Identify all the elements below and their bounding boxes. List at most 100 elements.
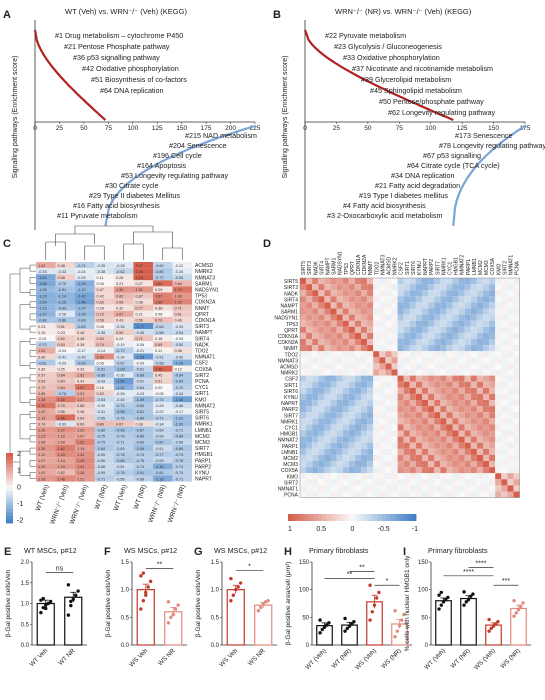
correlation-cell	[483, 296, 490, 303]
correlation-cell	[501, 424, 508, 431]
correlation-cell	[318, 485, 325, 492]
heatmap-cell	[114, 262, 134, 269]
correlation-cell	[330, 332, 337, 339]
correlation-cell	[501, 461, 508, 468]
data-point	[491, 624, 496, 628]
correlation-cell	[324, 448, 331, 455]
gene-label: NAPRT	[195, 477, 212, 483]
correlation-cell	[300, 436, 307, 443]
data-point	[73, 593, 78, 597]
correlation-cell	[507, 412, 514, 419]
data-point	[347, 624, 352, 628]
heatmap-value: 0.38	[136, 422, 143, 426]
correlation-cell	[409, 418, 416, 425]
heatmap-value: -0.81	[38, 361, 47, 365]
row-gene-label: SARM1	[281, 310, 298, 316]
correlation-cell	[428, 357, 435, 364]
heatmap-value: 1.20	[77, 429, 84, 433]
correlation-cell	[354, 430, 361, 437]
correlation-cell	[446, 296, 453, 303]
correlation-cell	[501, 436, 508, 443]
correlation-cell	[403, 326, 410, 333]
correlation-cell	[306, 345, 313, 352]
correlation-cell	[330, 302, 337, 309]
pathway-label-upregulated: #50 Pentose/phosphate pathway	[379, 97, 484, 106]
column-label: WRN⁻/⁻ (Veh)	[49, 484, 70, 525]
correlation-cell	[367, 302, 374, 309]
correlation-cell	[428, 473, 435, 480]
correlation-cell	[397, 424, 404, 431]
correlation-cell	[361, 369, 368, 376]
data-point	[512, 599, 516, 603]
heatmap-cell	[36, 451, 56, 458]
column-gene-label: CYC1	[448, 261, 454, 275]
heatmap-value: -0.88	[38, 319, 47, 323]
correlation-cell	[422, 448, 429, 455]
heatmap-value: -0.84	[175, 380, 184, 384]
gene-label: CYC1	[195, 385, 209, 391]
correlation-cell	[385, 339, 392, 346]
correlation-cell	[306, 381, 313, 388]
correlation-cell	[379, 467, 386, 474]
correlation-cell	[458, 400, 465, 407]
correlation-cell	[483, 278, 490, 285]
heatmap-cell	[114, 286, 134, 293]
correlation-cell	[330, 430, 337, 437]
correlation-cell	[367, 406, 374, 413]
correlation-cell	[342, 387, 349, 394]
heatmap-value: -0.26	[116, 392, 125, 396]
correlation-cell	[495, 473, 502, 480]
heatmap-cell	[172, 280, 192, 287]
correlation-cell	[440, 387, 447, 394]
correlation-cell	[507, 485, 514, 492]
correlation-cell	[501, 314, 508, 321]
heatmap-value: -0.51	[116, 465, 125, 469]
correlation-cell	[470, 467, 477, 474]
correlation-cell	[440, 357, 447, 364]
dendrogram-branch	[162, 247, 183, 260]
heatmap-cell	[75, 414, 95, 421]
correlation-cell	[348, 339, 355, 346]
correlation-cell	[300, 296, 307, 303]
correlation-cell	[348, 461, 355, 468]
correlation-cell	[330, 387, 337, 394]
heatmap-value: -0.51	[136, 380, 145, 384]
correlation-cell	[483, 436, 490, 443]
heatmap-cell	[172, 292, 192, 299]
heatmap-value: -0.72	[116, 349, 125, 353]
correlation-cell	[306, 332, 313, 339]
heatmap-value: -0.04	[175, 337, 184, 341]
heatmap-cell	[36, 365, 56, 372]
correlation-cell	[428, 412, 435, 419]
heatmap-value: -0.89	[136, 416, 145, 420]
row-gene-label: TP53	[286, 322, 298, 328]
correlation-cell	[476, 369, 483, 376]
correlation-cell	[428, 418, 435, 425]
correlation-cell	[476, 485, 483, 492]
correlation-cell	[336, 308, 343, 315]
heatmap-cell	[172, 420, 192, 427]
correlation-cell	[336, 387, 343, 394]
legend-tick: -2	[17, 518, 23, 525]
correlation-cell	[330, 418, 337, 425]
correlation-cell	[373, 326, 380, 333]
correlation-cell	[342, 302, 349, 309]
significance-label: ns	[56, 565, 64, 572]
correlation-cell	[415, 485, 422, 492]
correlation-cell	[318, 369, 325, 376]
heatmap-cell	[114, 310, 134, 317]
heatmap-value: -0.23	[58, 361, 67, 365]
correlation-cell	[354, 314, 361, 321]
correlation-cell	[470, 479, 477, 486]
column-gene-label: NNMT	[368, 261, 374, 275]
correlation-cell	[446, 430, 453, 437]
legend-swatch	[326, 514, 332, 521]
row-gene-label: SIRT2	[284, 480, 298, 486]
pathway-label-downregulated: #67 p53 signalling	[423, 151, 481, 160]
correlation-cell	[428, 467, 435, 474]
heatmap-value: -1.30	[155, 465, 164, 469]
correlation-cell	[464, 442, 471, 449]
correlation-cell	[367, 412, 374, 419]
correlation-cell	[373, 491, 380, 498]
column-gene-label: NMNAT1	[509, 255, 515, 275]
